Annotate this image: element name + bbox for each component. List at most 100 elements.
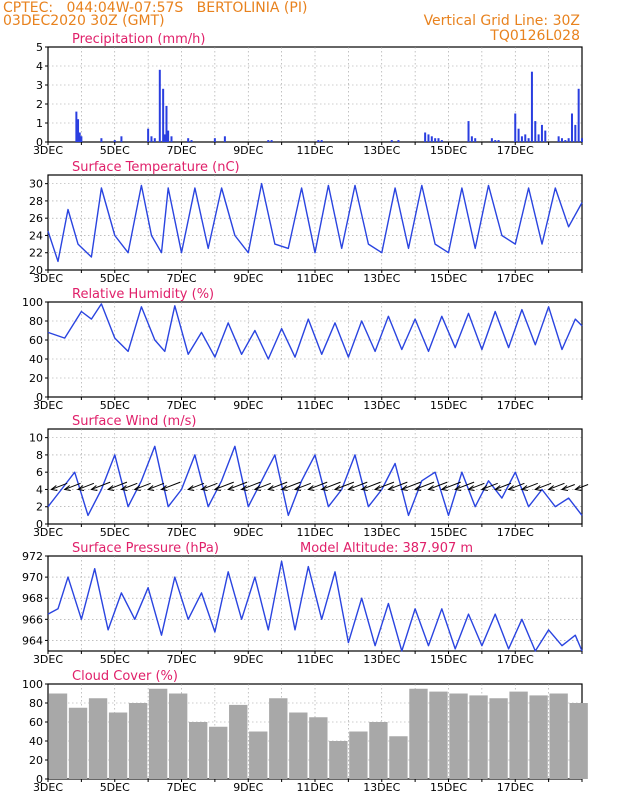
wind-arrow [307,481,328,491]
precip-bar [434,138,437,142]
cloud-bar [189,722,208,779]
precip-bar [560,138,563,142]
wind-arrow [160,481,181,491]
wind-arrow [480,482,498,491]
y-tick-label: 2 [36,98,43,111]
cloud-bar [309,717,328,779]
x-tick-label: 11DEC [296,144,333,157]
precip-bar [524,134,527,142]
x-tick-label: 13DEC [363,272,400,285]
temp-series-line [47,182,583,263]
panel-precip [45,46,583,145]
x-tick-label: 15DEC [430,653,467,666]
x-tick-label: 9DEC [233,144,263,157]
wind-arrow [400,481,421,491]
x-tick-label: 17DEC [497,272,534,285]
x-tick-label: 7DEC [166,526,196,539]
wind-arrow [427,481,448,491]
precip-bar [390,140,393,142]
y-tick-label: 8 [36,449,43,462]
precip-bar [317,140,320,142]
y-tick-label: 30 [29,178,43,191]
plot-frame [47,555,583,652]
y-tick-label: 5 [36,41,43,54]
cloud-bar [409,688,428,779]
panel-temp [45,174,583,273]
precip-bar [153,138,156,142]
y-tick-label: 22 [29,247,43,260]
wind-arrow [293,482,311,491]
x-tick-label: 7DEC [166,781,196,794]
x-tick-label: 13DEC [363,653,400,666]
precip-bar [497,140,500,142]
precip-bar [158,69,161,142]
cloud-bar [249,731,268,779]
precip-bar [517,128,520,142]
x-tick-label: 15DEC [430,399,467,412]
precip-bar [437,138,440,142]
precip-bar [567,138,570,142]
precip-bar [162,88,165,142]
precip-bar [467,121,470,142]
panel-subtitle: Model Altitude: 387.907 m [300,541,473,556]
x-tick-label: 3DEC [33,399,63,412]
precip-bar [494,140,497,142]
wind-arrow [146,482,165,491]
cloud-bar [108,712,128,779]
y-tick-label: 80 [29,315,43,328]
x-tick-label: 5DEC [100,781,130,794]
x-tick-label: 7DEC [166,399,196,412]
cloud-bar [389,736,408,779]
panel-wind [45,428,589,527]
cloud-bar [168,693,188,779]
x-tick-label: 5DEC [100,399,130,412]
precip-bar [80,136,83,142]
plot-frame [47,46,583,143]
x-tick-label: 13DEC [363,399,400,412]
cloud-bar [469,695,488,779]
x-tick-label: 15DEC [430,272,467,285]
y-tick-label: 2 [36,501,43,514]
y-tick-label: 3 [36,79,43,92]
cloud-bar [128,703,148,779]
x-tick-label: 3DEC [33,272,63,285]
x-tick-label: 3DEC [33,781,63,794]
precip-bar [430,136,433,142]
x-tick-label: 17DEC [497,144,534,157]
precip-bar [581,138,583,142]
y-tick-label: 0 [36,391,43,404]
wind-arrow [453,481,475,491]
wind-arrow [387,481,408,491]
header: CPTEC: 044:04W-07:57S BERTOLINIA (PI) 03… [0,0,618,46]
precip-bar [77,119,80,142]
y-tick-label: 0 [36,136,43,149]
panel-title: Precipitation (mm/h) [72,32,205,47]
wind-arrow [507,482,525,491]
panel-pres [45,555,583,654]
precip-bar [427,134,430,142]
station-info: CPTEC: 044:04W-07:57S BERTOLINIA (PI) [3,0,308,16]
y-tick-label: 10 [29,432,43,445]
y-tick-label: 20 [29,372,43,385]
y-tick-label: 20 [29,754,43,767]
y-tick-label: 1 [36,117,43,130]
wind-arrow [320,481,341,491]
cloud-bar [369,722,388,779]
precip-bar [120,136,123,142]
precip-bar [397,140,400,142]
plot-frame [47,428,583,525]
wind-arrow [63,482,81,491]
y-tick-label: 28 [29,195,43,208]
rh-series-line [47,303,583,360]
x-tick-label: 13DEC [363,144,400,157]
precip-bar [163,134,166,142]
y-tick-label: 100 [22,678,43,691]
y-tick-label: 24 [29,229,43,242]
wind-arrow [534,482,552,491]
panel-title: Surface Temperature (nC) [72,160,240,175]
wind-arrow [186,482,205,491]
cloud-bar [489,698,508,779]
x-tick-label: 7DEC [166,653,196,666]
forecast-date: 03DEC2020 30Z (GMT) [3,13,165,29]
